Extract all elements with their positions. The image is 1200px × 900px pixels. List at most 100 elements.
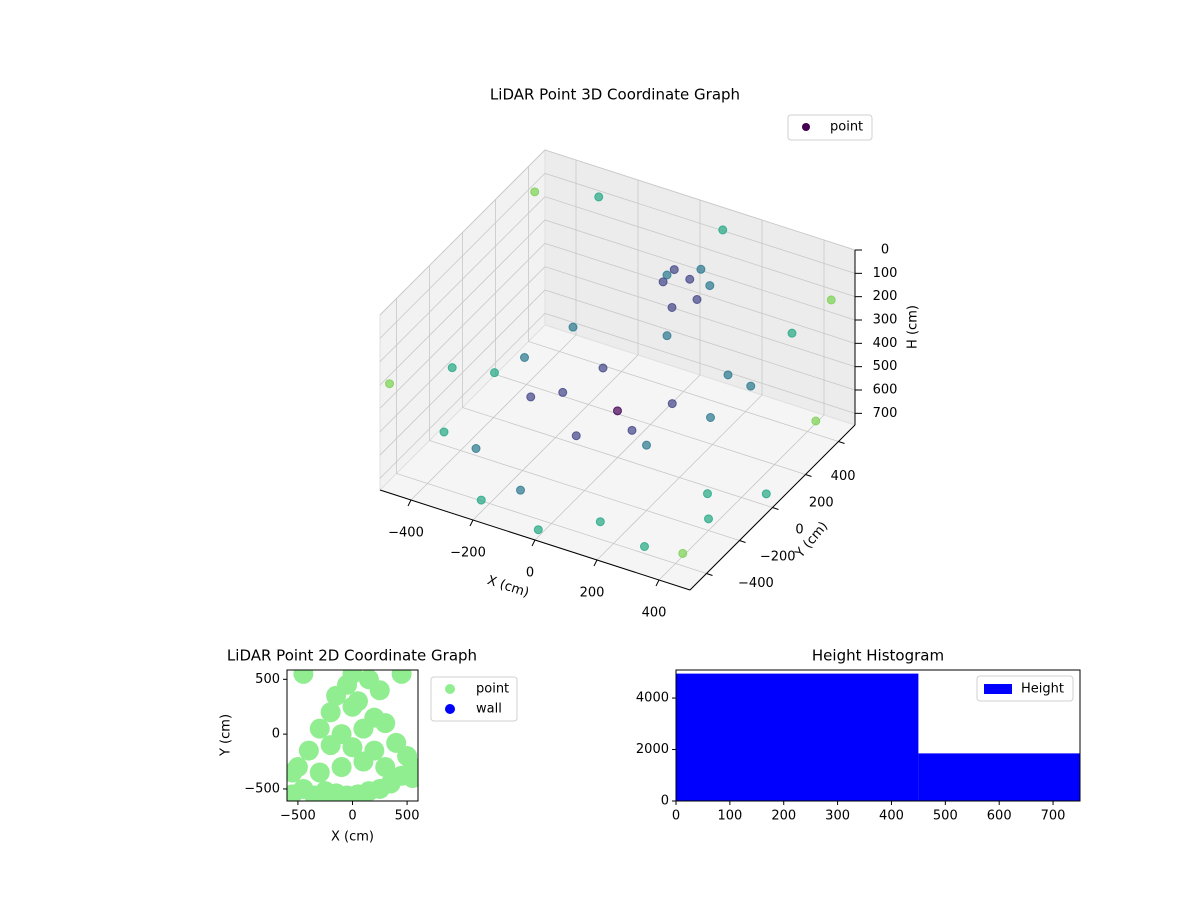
point: [526, 392, 536, 402]
point: [696, 264, 706, 274]
point: [287, 762, 303, 783]
point: [685, 274, 695, 284]
x-tick-label: 600: [987, 809, 1012, 824]
x-tick-label: −500: [280, 809, 316, 824]
x-tick-label: −200: [450, 546, 486, 561]
point: [471, 444, 481, 453]
grid-line: [396, 298, 707, 574]
x-tick-label: 500: [933, 809, 958, 824]
y-axis-label: Y (cm): [219, 714, 234, 757]
point: [385, 379, 394, 389]
grid-line: [462, 232, 773, 508]
x-tick: [593, 559, 598, 567]
z-tick-label: 0: [881, 243, 889, 258]
z-tick-label: 700: [873, 406, 898, 421]
point: [678, 548, 688, 558]
grid-line: [379, 289, 856, 456]
legend-marker: [445, 704, 455, 714]
y-tick-label: −500: [244, 781, 280, 796]
bar: [918, 753, 1080, 801]
x-tick-label: 700: [1041, 809, 1066, 824]
point: [667, 399, 677, 409]
grid-line: [379, 242, 856, 409]
plot-area: [287, 670, 418, 801]
grid-line: [410, 160, 577, 501]
x-tick: [531, 539, 536, 547]
legend-swatch: [984, 684, 1012, 694]
legend-label: point: [476, 682, 509, 697]
z-tick-label: 100: [873, 266, 898, 281]
point: [364, 707, 385, 728]
title-3d: LiDAR Point 3D Coordinate Graph: [490, 86, 740, 104]
point: [568, 322, 578, 332]
point: [642, 440, 651, 450]
point: [640, 542, 649, 551]
y-tick-label: 0: [795, 523, 803, 538]
point: [787, 328, 797, 338]
y-axis: [689, 424, 856, 591]
x-tick-label: 200: [771, 809, 796, 824]
y-tick: [805, 474, 812, 477]
point: [439, 427, 449, 437]
y-tick-label: 0: [661, 794, 669, 809]
point: [342, 670, 363, 684]
z-tick-label: 600: [873, 383, 898, 398]
point: [571, 431, 581, 441]
grid-line: [379, 312, 856, 479]
legend-label: wall: [476, 702, 502, 717]
legend-marker: [802, 123, 810, 131]
point: [761, 489, 771, 499]
x-tick-label: −400: [388, 526, 424, 541]
point: [342, 737, 363, 758]
x-tick-label: 300: [825, 809, 850, 824]
point: [595, 517, 605, 527]
point: [706, 413, 715, 422]
z-tick-label: 400: [873, 336, 898, 351]
y-tick-label: −200: [760, 549, 796, 564]
grid-line: [429, 265, 740, 541]
point: [811, 416, 821, 426]
bar: [676, 673, 919, 801]
point: [826, 295, 836, 305]
point: [658, 277, 668, 287]
point: [293, 670, 314, 684]
y-tick: [838, 441, 845, 444]
point: [386, 732, 407, 753]
grid-line: [379, 219, 856, 386]
point: [309, 718, 330, 739]
z-tick-label: 300: [873, 313, 898, 328]
grid-line: [379, 196, 856, 362]
point: [704, 514, 713, 524]
z-tick-label: 500: [873, 359, 898, 374]
point: [364, 740, 385, 761]
grid-line: [379, 266, 856, 432]
point: [669, 265, 679, 275]
point: [516, 485, 525, 495]
point: [703, 489, 712, 499]
grid-line: [379, 172, 856, 339]
x-axis-label: X (cm): [331, 830, 374, 845]
point: [320, 702, 341, 723]
y-tick-label: 500: [255, 672, 280, 687]
point: [391, 670, 412, 684]
y-tick-label: 200: [809, 496, 834, 511]
point: [598, 363, 608, 373]
point: [627, 425, 637, 435]
x-tick-label: 0: [672, 809, 680, 824]
grid-line: [534, 200, 701, 541]
y-tick: [706, 573, 713, 576]
axes-frame: [675, 669, 1081, 802]
point: [533, 525, 543, 535]
x-tick: [655, 579, 660, 587]
point: [662, 331, 672, 341]
y-tick-label: −400: [738, 576, 774, 591]
legend-label: Height: [1021, 682, 1064, 697]
point: [723, 370, 733, 380]
point: [331, 724, 352, 745]
x-tick-label: 400: [879, 809, 904, 824]
title-2d: LiDAR Point 2D Coordinate Graph: [227, 647, 477, 665]
y-tick-label: 4000: [636, 691, 669, 706]
point: [331, 757, 352, 778]
legend-box: [430, 676, 518, 722]
point: [375, 757, 396, 778]
